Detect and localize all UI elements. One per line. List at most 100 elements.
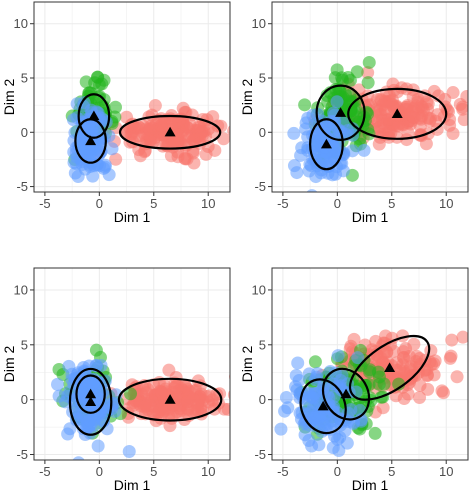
ellipses (299, 334, 431, 435)
point-green (392, 377, 406, 391)
x-tick-label: -5 (277, 196, 289, 211)
point-blue (321, 417, 335, 431)
point-red (221, 402, 230, 416)
confidence-ellipse-blue (68, 367, 113, 436)
point-blue (59, 395, 73, 409)
point-blue (72, 456, 85, 460)
point-blue (351, 351, 365, 365)
point-green (88, 76, 102, 90)
y-tick-label: -5 (254, 447, 266, 462)
point-red (372, 137, 386, 151)
centroid-blue (317, 400, 329, 411)
point-green (328, 71, 342, 85)
panel-1: -5 0 5 10 -5 0 5 10 Dim 1 Dim 2 (1, 1, 231, 225)
x-tick-label: 5 (388, 464, 395, 479)
x-tick-label: 10 (201, 196, 215, 211)
point-blue (102, 168, 116, 182)
point-green (368, 426, 382, 440)
y-tick-label: 10 (14, 282, 28, 297)
point-blue (331, 432, 345, 446)
confidence-ellipse-blue (309, 118, 344, 171)
y-tick-label: 10 (252, 16, 266, 31)
point-blue (330, 95, 344, 109)
point-red (413, 391, 427, 405)
point-blue (290, 166, 304, 180)
y-tick-label: 0 (259, 392, 266, 407)
point-blue (61, 427, 75, 441)
point-blue (299, 398, 313, 412)
point-green (362, 55, 376, 69)
point-blue (91, 439, 105, 453)
point-red (227, 390, 230, 400)
point-red (119, 126, 133, 140)
point-blue (354, 413, 368, 427)
point-blue (295, 141, 309, 155)
x-axis-title: Dim 1 (352, 209, 389, 225)
confidence-ellipse-red (117, 377, 223, 422)
y-tick-label: -5 (254, 179, 266, 194)
point-red (192, 120, 206, 134)
panel-4: -5 0 5 10 -5 0 5 10 Dim 1 Dim 2 (239, 267, 469, 492)
point-blue (312, 438, 326, 452)
confidence-ellipse-red (348, 334, 431, 401)
point-green (109, 100, 123, 114)
point-red (200, 390, 214, 404)
point-red (382, 125, 396, 139)
y-tick-label: 0 (259, 125, 266, 140)
point-red (414, 99, 428, 113)
x-axis-title: Dim 1 (114, 209, 151, 225)
centroid-blue (85, 135, 97, 146)
y-tick-label: 0 (21, 125, 28, 140)
points (274, 329, 468, 457)
x-tick-label: 5 (388, 196, 395, 211)
point-blue (51, 377, 65, 391)
point-blue (329, 167, 343, 181)
point-red (370, 347, 384, 361)
point-red (423, 112, 437, 126)
x-axis-title: Dim 1 (114, 477, 151, 492)
centroid-green (85, 388, 97, 399)
point-green (341, 70, 355, 84)
point-blue (274, 422, 288, 436)
point-blue (287, 126, 301, 140)
point-red (361, 66, 375, 80)
point-blue (312, 129, 326, 143)
point-blue (326, 140, 340, 154)
x-tick-label: 0 (334, 464, 341, 479)
point-blue (281, 401, 295, 415)
point-red (169, 371, 183, 385)
confidence-ellipse-green (315, 84, 366, 141)
point-red (444, 349, 458, 363)
point-blue (122, 444, 136, 458)
y-tick-label: -5 (16, 447, 28, 462)
y-axis-title: Dim 2 (1, 346, 17, 383)
centroid-green (88, 110, 100, 121)
point-red (186, 146, 200, 160)
point-red (443, 118, 457, 132)
point-red (109, 152, 123, 166)
y-tick-label: -5 (16, 179, 28, 194)
point-red (191, 398, 205, 412)
confidence-ellipse-green (321, 367, 371, 421)
point-red (148, 99, 162, 113)
centroid-red (391, 108, 403, 118)
x-tick-label: 5 (150, 196, 157, 211)
point-blue (333, 156, 347, 170)
point-green (363, 365, 377, 379)
centroid-green (335, 107, 347, 117)
point-green (52, 363, 66, 377)
point-red (227, 125, 230, 137)
y-axis-title: Dim 2 (239, 346, 255, 383)
centroid-red (164, 126, 176, 137)
point-red (397, 351, 411, 365)
y-tick-label: 10 (14, 16, 28, 31)
point-red (165, 411, 179, 425)
point-blue (306, 189, 318, 192)
point-red (133, 149, 147, 163)
point-green (372, 377, 386, 391)
confidence-ellipse-blue (299, 378, 347, 435)
x-tick-label: 10 (439, 196, 453, 211)
point-red (120, 110, 134, 124)
point-red (413, 378, 427, 392)
point-red (156, 139, 170, 153)
